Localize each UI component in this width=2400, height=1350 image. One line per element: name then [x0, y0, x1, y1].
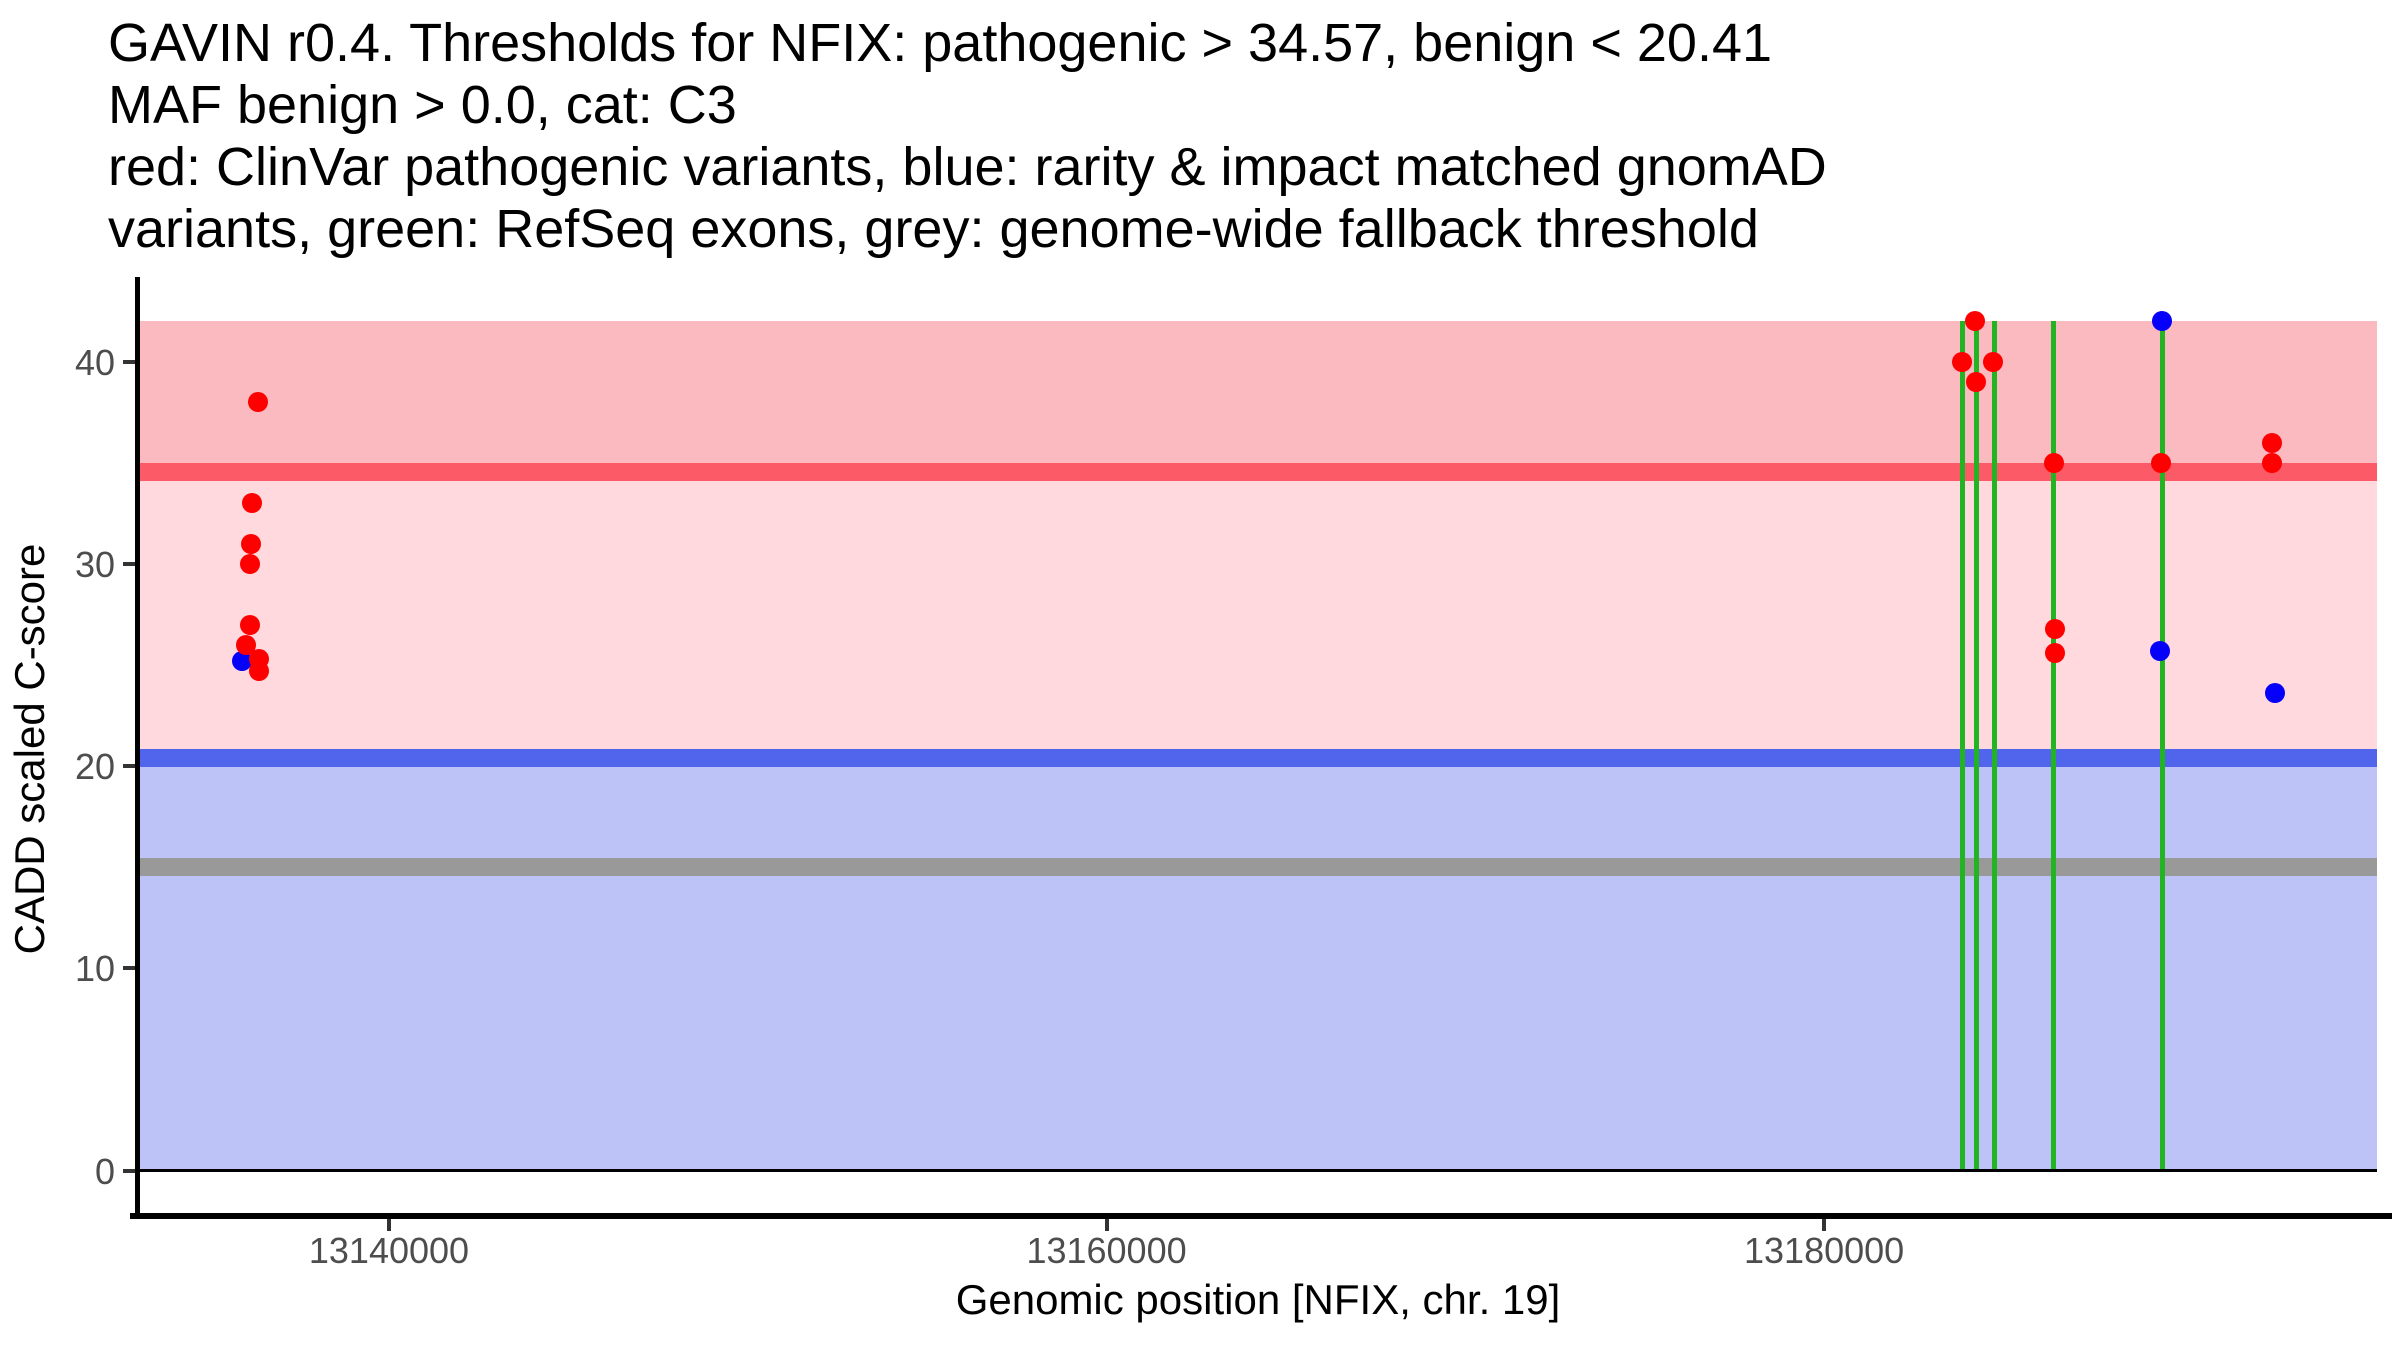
chart-title-line-4: variants, green: RefSeq exons, grey: gen…: [108, 199, 1759, 259]
clinvar-variant-point: [1951, 351, 1972, 372]
vus-zone: [140, 471, 2377, 758]
clinvar-variant-point: [248, 392, 269, 413]
y-tick-mark: [123, 359, 135, 364]
clinvar-variant-point: [2043, 452, 2064, 473]
y-tick-mark: [123, 1168, 135, 1173]
y-tick-label: 30: [74, 544, 115, 586]
refseq-exon-line: [1960, 321, 1966, 1171]
chart-title-line-2: MAF benign > 0.0, cat: C3: [108, 75, 737, 135]
gnomad-variant-point: [2150, 640, 2171, 661]
x-tick-label: 13180000: [1744, 1230, 1905, 1271]
chart-title-line-1: GAVIN r0.4. Thresholds for NFIX: pathoge…: [108, 13, 1773, 73]
genome-wide-fallback-band: [140, 858, 2377, 877]
clinvar-variant-point: [2045, 643, 2066, 663]
clinvar-variant-point: [2151, 452, 2172, 473]
x-tick-label: 13140000: [308, 1230, 470, 1271]
y-axis-title: CADD scaled C-score: [6, 543, 53, 955]
clinvar-variant-point: [1965, 311, 1986, 332]
clinvar-variant-point: [2045, 618, 2066, 639]
x-tick-mark: [1822, 1219, 1827, 1231]
chart-title-line-3: red: ClinVar pathogenic variants, blue: …: [108, 137, 1827, 197]
gnomad-variant-point: [2265, 683, 2286, 704]
refseq-exon-line: [1991, 321, 1997, 1171]
refseq-exon-line: [2159, 321, 2165, 1171]
chart-title: GAVIN r0.4. Thresholds for NFIX: pathoge…: [108, 12, 1827, 260]
clinvar-variant-point: [2262, 432, 2283, 453]
plot-panel: [140, 279, 2377, 1213]
clinvar-variant-point: [240, 533, 261, 554]
clinvar-variant-point: [1982, 351, 2003, 372]
zero-baseline: [140, 1169, 2377, 1173]
clinvar-variant-point: [240, 614, 261, 635]
x-axis-title: Genomic position [NFIX, chr. 19]: [955, 1276, 1561, 1323]
clinvar-variant-point: [240, 554, 261, 575]
benign-threshold-band: [140, 748, 2377, 767]
pathogenic-threshold-band: [140, 462, 2377, 481]
y-axis-line: [135, 277, 140, 1219]
x-tick-label: 13160000: [1026, 1230, 1187, 1271]
clinvar-variant-point: [241, 493, 262, 514]
x-axis-line: [130, 1213, 2392, 1219]
y-tick-label: 10: [74, 948, 115, 990]
y-tick-label: 0: [94, 1150, 115, 1192]
y-tick-mark: [123, 966, 135, 971]
y-tick-label: 40: [74, 341, 115, 383]
y-tick-mark: [123, 764, 135, 769]
clinvar-variant-point: [235, 634, 256, 655]
y-tick-label: 20: [74, 746, 115, 788]
refseq-exon-line: [1974, 321, 1980, 1171]
x-tick-mark: [1104, 1219, 1109, 1231]
y-tick-mark: [123, 562, 135, 567]
clinvar-variant-point: [2262, 452, 2283, 473]
refseq-exon-line: [2051, 321, 2057, 1171]
x-tick-mark: [386, 1219, 391, 1231]
gnomad-variant-point: [2152, 311, 2173, 332]
benign-zone: [140, 757, 2377, 1171]
gnomad-variant-point: [231, 651, 252, 672]
pathogenic-zone: [140, 321, 2377, 472]
clinvar-variant-point: [1966, 372, 1987, 393]
clinvar-variant-point: [249, 661, 270, 682]
